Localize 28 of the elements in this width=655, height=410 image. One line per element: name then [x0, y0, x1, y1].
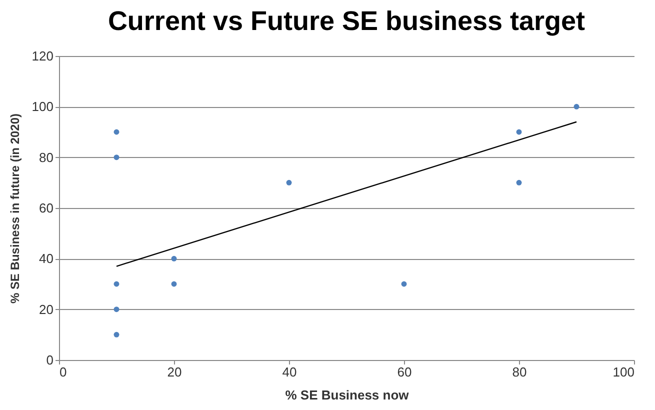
point: [114, 306, 120, 312]
point: [516, 129, 522, 135]
point: [574, 104, 580, 110]
x-axis-title: % SE Business now: [285, 388, 410, 402]
x-tick-label: 100: [612, 364, 634, 380]
point: [114, 332, 120, 338]
x-tick-label: 80: [512, 364, 527, 380]
y-axis-title: % SE Business in future (in 2020): [8, 113, 22, 304]
y-tick-label: 20: [39, 302, 54, 317]
y-tick-label: 40: [39, 251, 54, 266]
y-tick-label: 60: [39, 200, 54, 216]
y-tick-label: 120: [32, 48, 54, 64]
y-tick-label: 80: [39, 150, 54, 165]
point: [286, 180, 292, 186]
x-tick-label: 40: [282, 364, 297, 380]
point: [114, 154, 120, 160]
point: [171, 281, 177, 287]
y-tick-label: 100: [32, 99, 54, 114]
chart-title: Current vs Future SE business target: [108, 6, 586, 36]
point: [114, 281, 120, 287]
point: [171, 256, 177, 262]
x-tick-label: 20: [167, 364, 182, 380]
point: [516, 180, 522, 186]
x-tick-label: 0: [60, 364, 67, 380]
point: [114, 129, 120, 135]
point: [401, 281, 407, 287]
y-tick-label: 0: [46, 352, 54, 368]
x-tick-label: 60: [397, 364, 412, 380]
